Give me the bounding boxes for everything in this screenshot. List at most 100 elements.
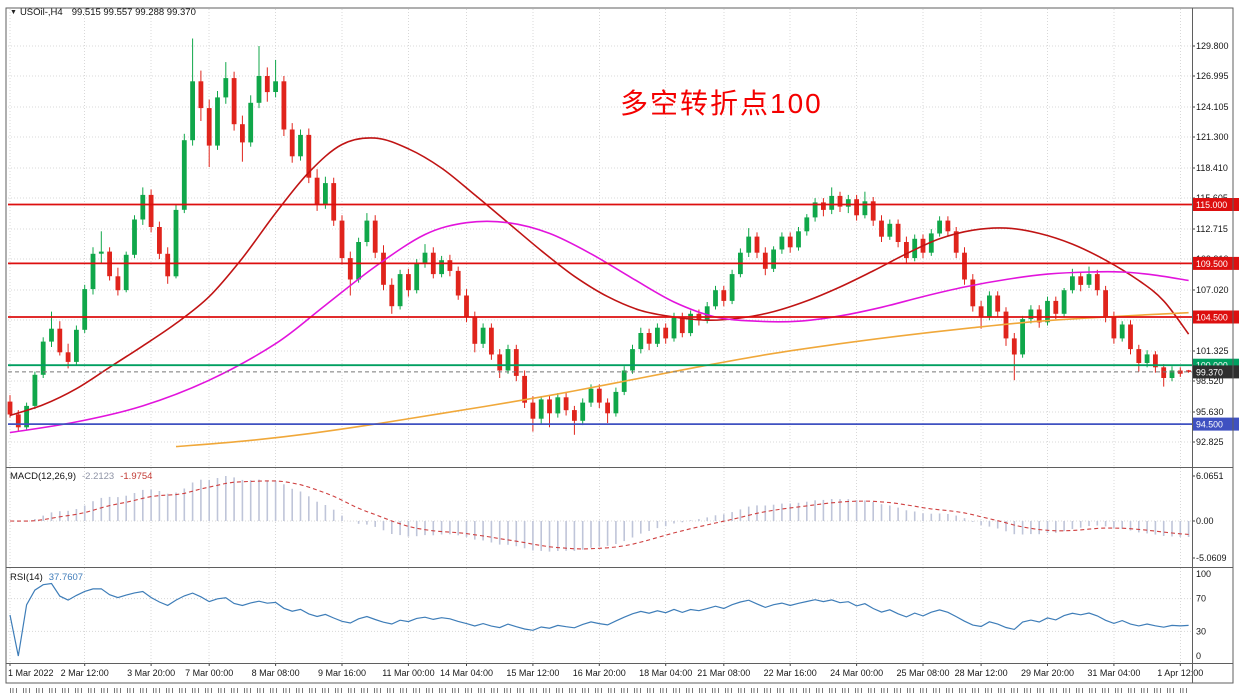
svg-text:11 Mar 00:00: 11 Mar 00:00 xyxy=(382,668,434,678)
candle-down xyxy=(679,317,685,334)
svg-text:30: 30 xyxy=(1196,626,1206,636)
candle-down xyxy=(15,414,21,428)
candle-down xyxy=(837,195,843,207)
candle-down xyxy=(1036,309,1042,323)
svg-text:-5.0609: -5.0609 xyxy=(1196,553,1227,563)
candle-down xyxy=(314,177,320,205)
svg-text:22 Mar 16:00: 22 Mar 16:00 xyxy=(764,668,817,678)
svg-text:15 Mar 12:00: 15 Mar 12:00 xyxy=(506,668,559,678)
candle-down xyxy=(596,388,602,403)
candle-down xyxy=(970,279,976,307)
svg-text:95.630: 95.630 xyxy=(1196,407,1224,417)
candle-down xyxy=(547,399,552,414)
candle-up xyxy=(74,329,79,362)
svg-text:118.410: 118.410 xyxy=(1196,163,1228,173)
candle-down xyxy=(904,242,909,259)
candle-up xyxy=(273,81,278,92)
candle-down xyxy=(754,236,760,253)
svg-text:101.325: 101.325 xyxy=(1196,346,1229,356)
candle-down xyxy=(1136,349,1142,363)
candle-down xyxy=(115,276,121,291)
candle-down xyxy=(157,227,162,254)
candle-down xyxy=(165,253,171,277)
ma-magenta xyxy=(9,220,1189,434)
svg-text:0: 0 xyxy=(1196,651,1201,661)
candle-down xyxy=(879,220,884,237)
candle-up xyxy=(746,236,752,253)
candle-up xyxy=(90,253,96,290)
candle-up xyxy=(713,290,718,307)
candle-down xyxy=(331,183,337,221)
time-axis[interactable]: 1 Mar 2022 2 Mar 12:00 3 Mar 20:00 7 Mar 00… xyxy=(8,663,1203,678)
candle-up xyxy=(414,263,420,291)
candle-up xyxy=(397,274,403,307)
chart-title-bar: ▼ USOil-,H4 99.515 99.557 99.288 99.370 xyxy=(10,7,196,18)
svg-text:6.0651: 6.0651 xyxy=(1196,471,1224,481)
candle-down xyxy=(447,260,453,271)
candle-down xyxy=(821,202,826,210)
candle-up xyxy=(771,249,776,269)
candle-up xyxy=(829,195,835,210)
candle-down xyxy=(895,223,901,242)
candle-up xyxy=(729,274,735,301)
candle-up xyxy=(1086,274,1092,285)
svg-text:112.715: 112.715 xyxy=(1196,224,1228,234)
candle-down xyxy=(663,327,669,339)
candle-down xyxy=(464,295,469,317)
candle-down xyxy=(995,295,1001,312)
candle-up xyxy=(812,202,818,218)
candle-up xyxy=(688,313,693,334)
candle-down xyxy=(306,134,312,178)
panel-frame xyxy=(5,7,1234,684)
price-badge xyxy=(1193,417,1239,431)
price-badge xyxy=(1193,198,1239,211)
candle-up xyxy=(613,391,619,414)
price-axis[interactable]: 129.800126.995124.105121.300118.410115.6… xyxy=(1192,41,1229,447)
candle-down xyxy=(572,410,577,421)
svg-text:8 Mar 08:00: 8 Mar 08:00 xyxy=(252,668,300,678)
candle-down xyxy=(7,401,13,415)
svg-text:100: 100 xyxy=(1196,569,1211,579)
candle-up xyxy=(181,140,187,210)
candle-up xyxy=(704,306,710,321)
candle-up xyxy=(364,220,370,242)
svg-text:14 Mar 04:00: 14 Mar 04:00 xyxy=(440,668,493,678)
candle-down xyxy=(231,78,237,125)
candle-up xyxy=(671,317,677,339)
candle-down xyxy=(1153,354,1158,368)
candle-up xyxy=(655,327,660,344)
candle-up xyxy=(505,349,511,371)
candle-up xyxy=(912,238,918,259)
candle-up xyxy=(32,374,38,406)
symbol-timeframe-label: USOil-,H4 xyxy=(19,7,63,18)
svg-text:1 Mar 2022: 1 Mar 2022 xyxy=(8,668,54,678)
rsi-name: RSI(14) xyxy=(10,572,43,583)
candle-down xyxy=(1053,300,1059,314)
price-badge xyxy=(1193,310,1239,324)
candle-up xyxy=(323,183,328,205)
candle-down xyxy=(455,270,461,296)
candle-down xyxy=(198,81,204,109)
candle-up xyxy=(588,388,594,403)
svg-text:115.000: 115.000 xyxy=(1196,200,1227,210)
candle-up xyxy=(190,81,195,141)
svg-text:9 Mar 16:00: 9 Mar 16:00 xyxy=(318,668,366,678)
candle-up xyxy=(937,220,942,234)
symbol-dropdown-icon[interactable]: ▼ xyxy=(10,9,17,16)
svg-text:99.370: 99.370 xyxy=(1196,367,1223,377)
candle-down xyxy=(264,76,270,93)
candle-down xyxy=(240,124,245,143)
candle-down xyxy=(339,220,345,259)
candle-up xyxy=(928,233,934,253)
candle-down xyxy=(489,327,494,355)
candle-down xyxy=(389,284,395,307)
candle-down xyxy=(1128,324,1133,350)
svg-text:3 Mar 20:00: 3 Mar 20:00 xyxy=(127,668,175,678)
candle-down xyxy=(497,354,503,371)
candle-down xyxy=(148,194,154,227)
svg-text:25 Mar 08:00: 25 Mar 08:00 xyxy=(896,668,949,678)
svg-text:29 Mar 20:00: 29 Mar 20:00 xyxy=(1021,668,1074,678)
ohlc-values: 99.515 99.557 99.288 99.370 xyxy=(71,7,196,18)
